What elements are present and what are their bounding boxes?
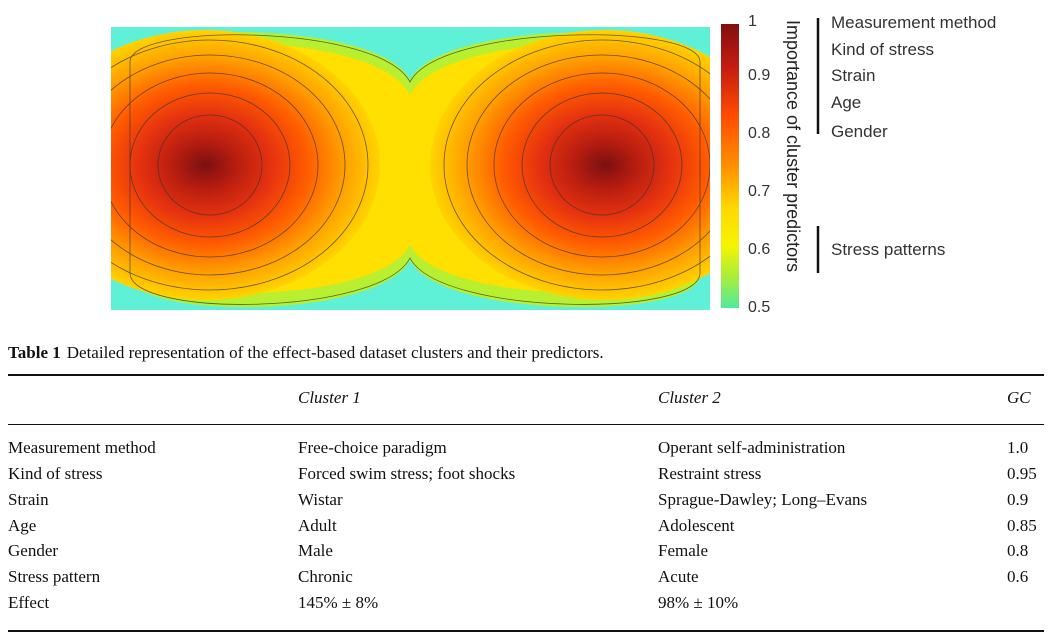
table-top-rule bbox=[8, 374, 1044, 376]
table-cell: Operant self-administration bbox=[658, 438, 846, 457]
table-row: Measurement method Free-choice paradigm … bbox=[0, 437, 1063, 459]
table-cell: Adult bbox=[298, 516, 337, 535]
table-caption: Table 1 Detailed representation of the ef… bbox=[8, 343, 1058, 363]
colorbar-tick: 0.9 bbox=[748, 67, 771, 84]
contour-lines bbox=[111, 34, 710, 305]
table-cell: 0.8 bbox=[1007, 541, 1029, 560]
heatmap-lobe-right bbox=[430, 30, 710, 300]
table-cell: Acute bbox=[658, 567, 699, 586]
table-caption-text: Detailed representation of the effect-ba… bbox=[66, 343, 604, 362]
table-cell: Male bbox=[298, 541, 333, 560]
table-cell: Sprague-Dawley; Long–Evans bbox=[658, 490, 868, 509]
table-cell: 145% ± 8% bbox=[298, 593, 379, 612]
table-row: Kind of stress Forced swim stress; foot … bbox=[0, 463, 1063, 485]
table-cell: Female bbox=[658, 541, 709, 560]
table-cell: 98% ± 10% bbox=[658, 593, 739, 612]
table-cell: Stress pattern bbox=[8, 567, 101, 586]
predictor-label: Age bbox=[831, 93, 862, 112]
table-row: Gender Male Female 0.8 bbox=[0, 540, 1063, 562]
table-header-cell: Cluster 2 bbox=[658, 388, 721, 407]
table-caption-label: Table 1 bbox=[8, 343, 61, 362]
table-cell: Kind of stress bbox=[8, 464, 103, 483]
table-row: Age Adult Adolescent 0.85 bbox=[0, 515, 1063, 537]
colorbar-title-wrap: Importance of cluster predictors bbox=[781, 20, 805, 310]
table-cell: Age bbox=[8, 516, 37, 535]
table-row: Effect 145% ± 8% 98% ± 10% bbox=[0, 592, 1063, 614]
colorbar-tick: 0.5 bbox=[748, 299, 771, 316]
table-bottom-rule bbox=[8, 630, 1044, 632]
colorbar-tick: 0.6 bbox=[748, 241, 771, 258]
predictor-label: Measurement method bbox=[831, 13, 997, 32]
table-cell: Chronic bbox=[298, 567, 353, 586]
colorbar-tick: 0.7 bbox=[748, 183, 771, 200]
table-row: Strain Wistar Sprague-Dawley; Long–Evans… bbox=[0, 489, 1063, 511]
table-cell: Restraint stress bbox=[658, 464, 762, 483]
table-header-cell: Cluster 1 bbox=[298, 388, 361, 407]
table-cell: 0.6 bbox=[1007, 567, 1029, 586]
predictor-label: Kind of stress bbox=[831, 40, 934, 59]
table-cell: Strain bbox=[8, 490, 49, 509]
table-row: Stress pattern Chronic Acute 0.6 bbox=[0, 566, 1063, 588]
heatmap-lobe-left bbox=[111, 30, 380, 300]
predictor-label: Strain bbox=[831, 66, 876, 85]
colorbar bbox=[721, 24, 739, 308]
colorbar-tick: 1 bbox=[748, 13, 757, 30]
table-cell: Gender bbox=[8, 541, 59, 560]
colorbar-title: Importance of cluster predictors bbox=[783, 20, 803, 273]
heatmap-figure bbox=[111, 18, 820, 310]
table-cell: 0.9 bbox=[1007, 490, 1029, 509]
figure: 1 0.9 0.8 0.7 0.6 0.5 Importance of clus… bbox=[111, 13, 997, 316]
table-cell: 0.95 bbox=[1007, 464, 1037, 483]
heatmap-panel bbox=[111, 27, 710, 310]
table-header-cell: GC bbox=[1007, 388, 1031, 407]
table-cell: Adolescent bbox=[658, 516, 735, 535]
table-header-row: Cluster 1 Cluster 2 GC bbox=[0, 387, 1063, 409]
predictor-label: Stress patterns bbox=[831, 240, 946, 259]
table-cell: Forced swim stress; foot shocks bbox=[298, 464, 516, 483]
table-cell: Effect bbox=[8, 593, 50, 612]
predictor-label: Gender bbox=[831, 122, 888, 141]
table-cell: 0.85 bbox=[1007, 516, 1037, 535]
table-cell: Wistar bbox=[298, 490, 343, 509]
table-cell: Free-choice paradigm bbox=[298, 438, 447, 457]
colorbar-tick: 0.8 bbox=[748, 125, 771, 142]
table-header-rule bbox=[8, 424, 1044, 425]
table-cell: 1.0 bbox=[1007, 438, 1029, 457]
table-cell: Measurement method bbox=[8, 438, 156, 457]
